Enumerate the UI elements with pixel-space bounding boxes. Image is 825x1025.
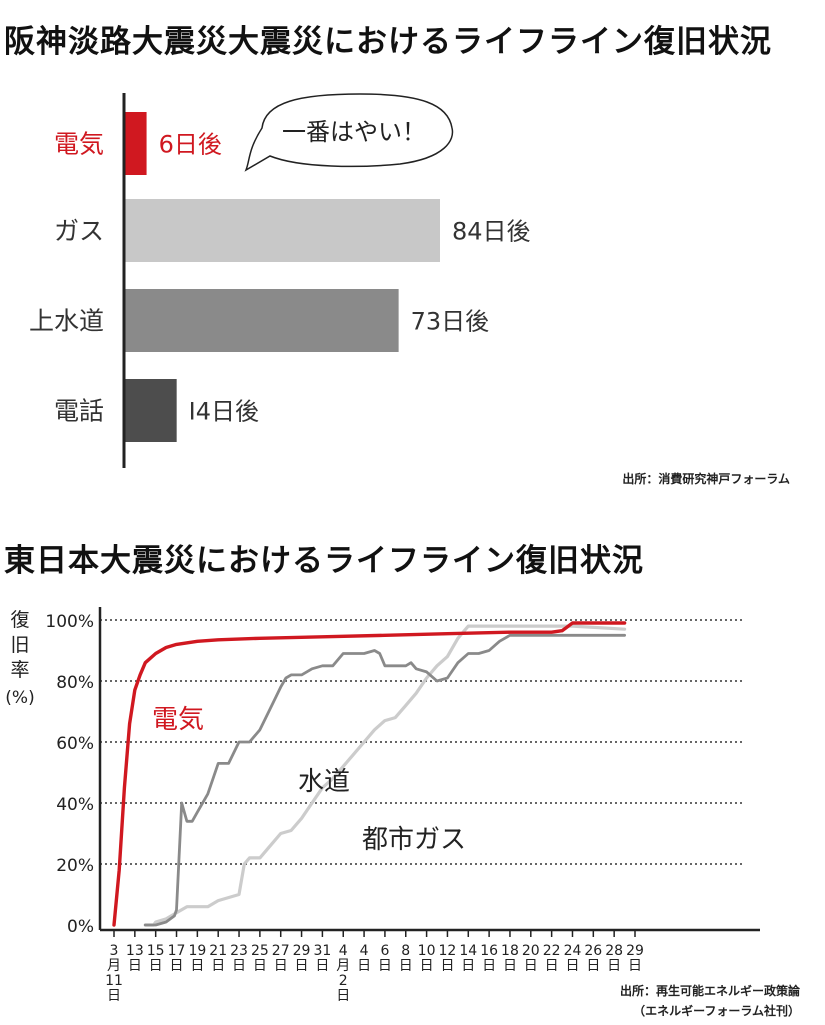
x-tick-label: 日 (565, 958, 579, 974)
y-axis-label: 復 (10, 609, 29, 631)
x-tick-label: 25 (251, 943, 269, 959)
chart1-title: 阪神淡路大震災大震災におけるライフライン復旧状況 (4, 24, 772, 60)
x-tick-label: 日 (211, 958, 225, 974)
x-tick-label: 29 (626, 943, 644, 959)
x-tick-label: 19 (188, 943, 206, 959)
x-tick-label: 17 (168, 943, 186, 959)
bar-1 (124, 199, 440, 262)
x-tick-label: 日 (461, 958, 475, 974)
x-tick-label: 日 (524, 958, 538, 974)
x-tick-label: 22 (543, 943, 561, 959)
x-tick-label: 日 (336, 988, 350, 1004)
x-tick-label: 28 (605, 943, 623, 959)
x-tick-label: 13 (126, 943, 144, 959)
x-tick-label: 日 (482, 958, 496, 974)
x-tick-label: 8 (401, 943, 410, 959)
x-tick-label: 27 (272, 943, 290, 959)
y-tick-label: 0% (67, 917, 94, 937)
x-tick-label: 日 (545, 958, 559, 974)
x-tick-label: 日 (399, 958, 413, 974)
series-line-2 (143, 624, 627, 927)
x-tick-label: 14 (459, 943, 477, 959)
bar-3 (124, 379, 177, 442)
x-tick-label: 29 (293, 943, 311, 959)
x-tick-label: 20 (522, 943, 540, 959)
y-tick-label: 20% (56, 856, 94, 876)
speech-bubble (244, 93, 454, 172)
x-tick-label: 日 (295, 958, 309, 974)
value-label: 73日後 (411, 308, 490, 336)
bar-0 (124, 112, 147, 175)
x-tick-label: 日 (149, 958, 163, 974)
value-label: 84日後 (452, 218, 531, 246)
y-axis-label: 旧 (10, 634, 29, 656)
series-label: 電気 (152, 705, 204, 735)
source-note: 出所：消費研究神戸フォーラム (622, 471, 790, 486)
x-tick-label: 日 (232, 958, 246, 974)
bar-2 (124, 289, 399, 352)
y-tick-label: 100% (45, 612, 94, 632)
series-label: 水道 (298, 767, 350, 797)
x-tick-label: 24 (564, 943, 582, 959)
x-tick-label: 16 (480, 943, 498, 959)
x-tick-label: 日 (586, 958, 600, 974)
x-tick-label: 日 (170, 958, 184, 974)
source-note: （エネルギーフォーラム社刊） (633, 1003, 800, 1018)
x-tick-label: 2 (339, 973, 348, 989)
x-tick-label: 4 (339, 943, 348, 959)
category-label: 上水道 (29, 307, 104, 336)
x-tick-label: 21 (209, 943, 227, 959)
x-tick-label: 日 (274, 958, 288, 974)
x-tick-label: 18 (501, 943, 519, 959)
category-label: 電話 (54, 397, 104, 426)
x-tick-label: 日 (378, 958, 392, 974)
x-tick-label: 10 (418, 943, 436, 959)
source-note: 出所：再生可能エネルギー政策論 (620, 983, 801, 998)
x-tick-label: 日 (420, 958, 434, 974)
x-tick-label: 月 (336, 958, 350, 974)
value-label: 6日後 (159, 131, 222, 159)
x-tick-label: 6 (380, 943, 389, 959)
x-tick-label: 日 (440, 958, 454, 974)
category-label: 電気 (54, 130, 104, 159)
x-tick-label: 4 (360, 943, 369, 959)
x-tick-label: 12 (439, 943, 457, 959)
series-label: 都市ガス (362, 825, 466, 855)
y-tick-label: 60% (56, 734, 94, 754)
x-tick-label: 日 (607, 958, 621, 974)
x-tick-label: 26 (584, 943, 602, 959)
x-tick-label: 日 (128, 958, 142, 974)
x-tick-label: 11 (105, 973, 123, 989)
x-tick-label: 日 (315, 958, 329, 974)
chart2-title: 東日本大震災におけるライフライン復旧状況 (4, 543, 644, 579)
y-axis-label: (%) (5, 688, 34, 708)
x-tick-label: 15 (147, 943, 165, 959)
y-tick-label: 80% (56, 673, 94, 693)
y-tick-label: 40% (56, 795, 94, 815)
x-tick-label: 31 (313, 943, 331, 959)
annotation-text: 一番はやい！ (282, 118, 426, 146)
y-axis-label: 率 (10, 659, 29, 681)
category-label: ガス (54, 217, 104, 246)
x-tick-label: 23 (230, 943, 248, 959)
value-label: I4日後 (189, 398, 259, 426)
x-tick-label: 3 (110, 943, 119, 959)
series-line-0 (112, 621, 627, 927)
x-tick-label: 日 (107, 988, 121, 1004)
series-line-1 (143, 633, 626, 927)
x-tick-label: 日 (253, 958, 267, 974)
x-tick-label: 月 (107, 958, 121, 974)
x-tick-label: 日 (503, 958, 517, 974)
x-tick-label: 日 (628, 958, 642, 974)
x-tick-label: 日 (357, 958, 371, 974)
x-tick-label: 日 (190, 958, 204, 974)
